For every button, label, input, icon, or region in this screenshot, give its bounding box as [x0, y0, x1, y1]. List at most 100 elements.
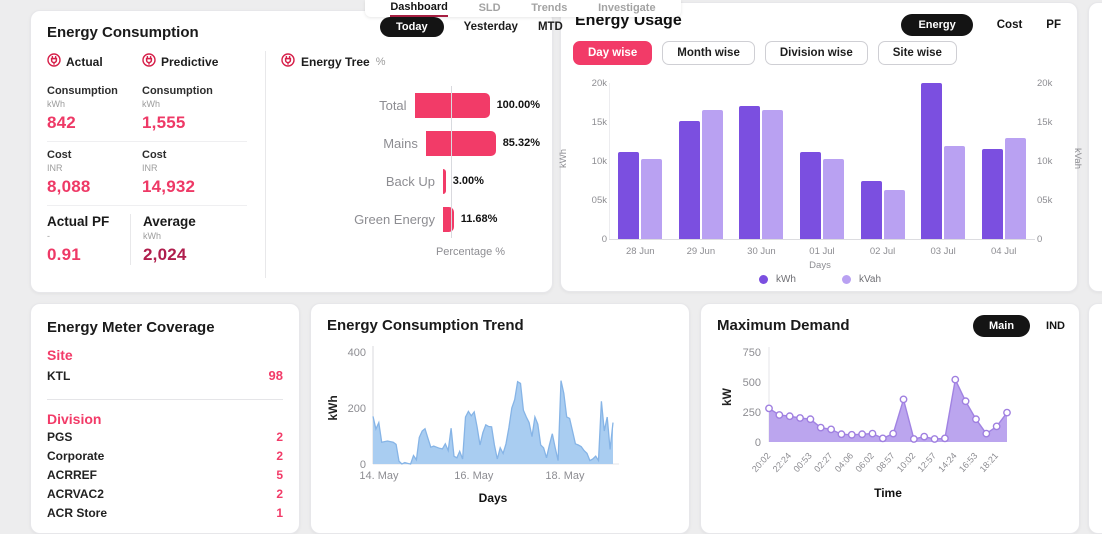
bar-kwh — [921, 83, 943, 239]
metric-value: 1,555 — [142, 113, 186, 132]
energy-tree-category: Back Up — [385, 173, 435, 189]
svg-text:08:57: 08:57 — [874, 451, 897, 474]
x-tick-label: 30 Jun — [747, 246, 776, 257]
bar-kwh — [800, 152, 822, 239]
coverage-value: 1 — [276, 505, 283, 520]
time-filter-today[interactable]: Today — [380, 17, 444, 37]
svg-text:500: 500 — [743, 377, 761, 389]
metric-value: 14,932 — [142, 177, 196, 196]
actual-pf-unit: - — [47, 231, 50, 241]
pf-average-row: Actual PF - 0.91 Average kWh 2,024 — [47, 206, 247, 273]
svg-text:kWh: kWh — [326, 395, 340, 420]
actual-pf-value: 0.91 — [47, 245, 81, 264]
trend-area-chart: 400 200 014. May 16. May 18. May kWh Days — [326, 346, 619, 505]
y-axis-line — [609, 83, 610, 239]
metric-unit: kWh — [47, 99, 65, 109]
metric-row: Cost INR 8,088 Cost INR 14,932 — [47, 142, 247, 206]
legend-dot — [758, 275, 768, 284]
svg-text:20:02: 20:02 — [750, 451, 773, 474]
bar-kvah — [762, 109, 784, 239]
metric-rows: Consumption kWh 842 Consumption kWh 1,555 Cost… — [47, 78, 247, 206]
average-unit: kWh — [143, 231, 161, 241]
toggle-cost[interactable]: Cost — [996, 19, 1023, 31]
svg-text:400: 400 — [348, 347, 366, 359]
svg-text:Days: Days — [479, 491, 508, 505]
svg-text:200: 200 — [348, 403, 366, 415]
energy-tree-row: Mains 85.32% — [281, 124, 540, 162]
coverage-row: ACR Store 1 — [47, 503, 283, 522]
x-tick-label: 02 Jul — [869, 246, 896, 257]
svg-text:18. May: 18. May — [545, 470, 585, 482]
filter-day-wise[interactable]: Day wise — [573, 41, 653, 65]
energy-tree-category: Green Energy — [354, 211, 435, 227]
coverage-name: PGS — [47, 429, 73, 444]
bar-groups — [610, 83, 1034, 239]
energy-tree-xlabel: Percentage % — [435, 246, 506, 258]
legend-dot — [841, 275, 851, 284]
y-tick-left: 20k — [591, 78, 607, 89]
predictive-column-header: Predictive — [142, 53, 247, 70]
actual-column-header: Actual — [47, 53, 142, 70]
section-heading-division: Division — [47, 411, 102, 427]
toggle-energy[interactable]: Energy — [901, 14, 973, 36]
filter-site-wise[interactable]: Site wise — [877, 41, 957, 65]
column-headers: Actual Predictive — [47, 53, 247, 70]
bar-kvah — [701, 109, 723, 239]
tab-dashboard[interactable]: Dashboard — [390, 1, 448, 17]
svg-text:12:57: 12:57 — [916, 451, 939, 474]
filter-month-wise[interactable]: Month wise — [662, 41, 755, 65]
x-tick-label: 28 Jun — [626, 246, 655, 257]
predictive-cost-cell: Cost INR 14,932 — [142, 149, 247, 197]
average-cell: Average kWh 2,024 — [130, 214, 247, 265]
svg-text:04:06: 04:06 — [833, 451, 856, 474]
bar-kvah — [641, 158, 663, 239]
svg-text:22:24: 22:24 — [771, 451, 794, 474]
toggle-main[interactable]: Main — [972, 315, 1031, 337]
tab-sld[interactable]: SLD — [478, 1, 501, 14]
svg-text:0: 0 — [360, 459, 366, 471]
time-range-filters: Today Yesterday MTD — [380, 17, 563, 37]
y-tick-left: 05k — [591, 195, 607, 206]
vertical-divider — [265, 51, 266, 278]
predictive-consumption-cell: Consumption kWh 1,555 — [142, 85, 247, 133]
maximum-demand-card: Maximum Demand Main IND 750 500 250 0 20:02 22… — [700, 303, 1080, 534]
metric-label: Consumption — [47, 85, 118, 97]
offscreen-card-edge — [1088, 2, 1102, 292]
svg-text:10:02: 10:02 — [895, 451, 918, 474]
tab-investigate[interactable]: Investigate — [598, 1, 656, 14]
chart-legend: kWh kVah — [561, 274, 1079, 285]
predictive-label: Predictive — [161, 54, 219, 69]
svg-text:Time: Time — [874, 486, 902, 500]
metric-unit: INR — [142, 163, 158, 173]
legend-item-kvah: kVah — [841, 274, 881, 285]
bar-kvah — [883, 189, 905, 239]
energy-tree-category: Mains — [383, 135, 418, 151]
energy-cost-pf-toggle: Energy Cost PF — [901, 14, 1061, 36]
meter-coverage-title: Energy Meter Coverage — [47, 319, 215, 336]
power-icon — [142, 53, 156, 70]
toggle-pf[interactable]: PF — [1046, 19, 1061, 31]
time-filter-mtd[interactable]: MTD — [537, 21, 563, 33]
actual-consumption-cell: Consumption kWh 842 — [47, 85, 142, 133]
y-tick-right: 15k — [1037, 117, 1053, 128]
coverage-value: 2 — [276, 429, 283, 444]
energy-consumption-title: Energy Consumption — [47, 24, 199, 41]
time-filter-yesterday[interactable]: Yesterday — [463, 21, 518, 33]
energy-meter-coverage-card: Energy Meter Coverage Site KTL 98 Division P… — [30, 303, 300, 534]
bar-kvah — [1004, 138, 1026, 239]
energy-tree-category: Total — [379, 97, 407, 113]
bar-group — [610, 83, 671, 239]
top-nav-tabs: Dashboard SLD Trends Investigate — [365, 0, 681, 17]
trend-title: Energy Consumption Trend — [327, 317, 524, 334]
toggle-ind[interactable]: IND — [1046, 320, 1065, 332]
max-demand-chart: 750 500 250 0 20:0222:2400:5302:2704:0606:02… — [720, 347, 1011, 500]
tab-trends[interactable]: Trends — [531, 1, 568, 14]
filter-division-wise[interactable]: Division wise — [764, 41, 868, 65]
energy-tree-bar — [443, 206, 454, 232]
energy-consumption-trend-card: Energy Consumption Trend 400 200 0 14. May 1… — [310, 303, 690, 534]
svg-text:14:24: 14:24 — [936, 451, 959, 474]
metric-label: Consumption — [142, 85, 213, 97]
bar-kwh — [739, 105, 761, 239]
energy-tree-bar — [414, 92, 490, 118]
legend-item-kwh: kWh — [758, 274, 796, 285]
